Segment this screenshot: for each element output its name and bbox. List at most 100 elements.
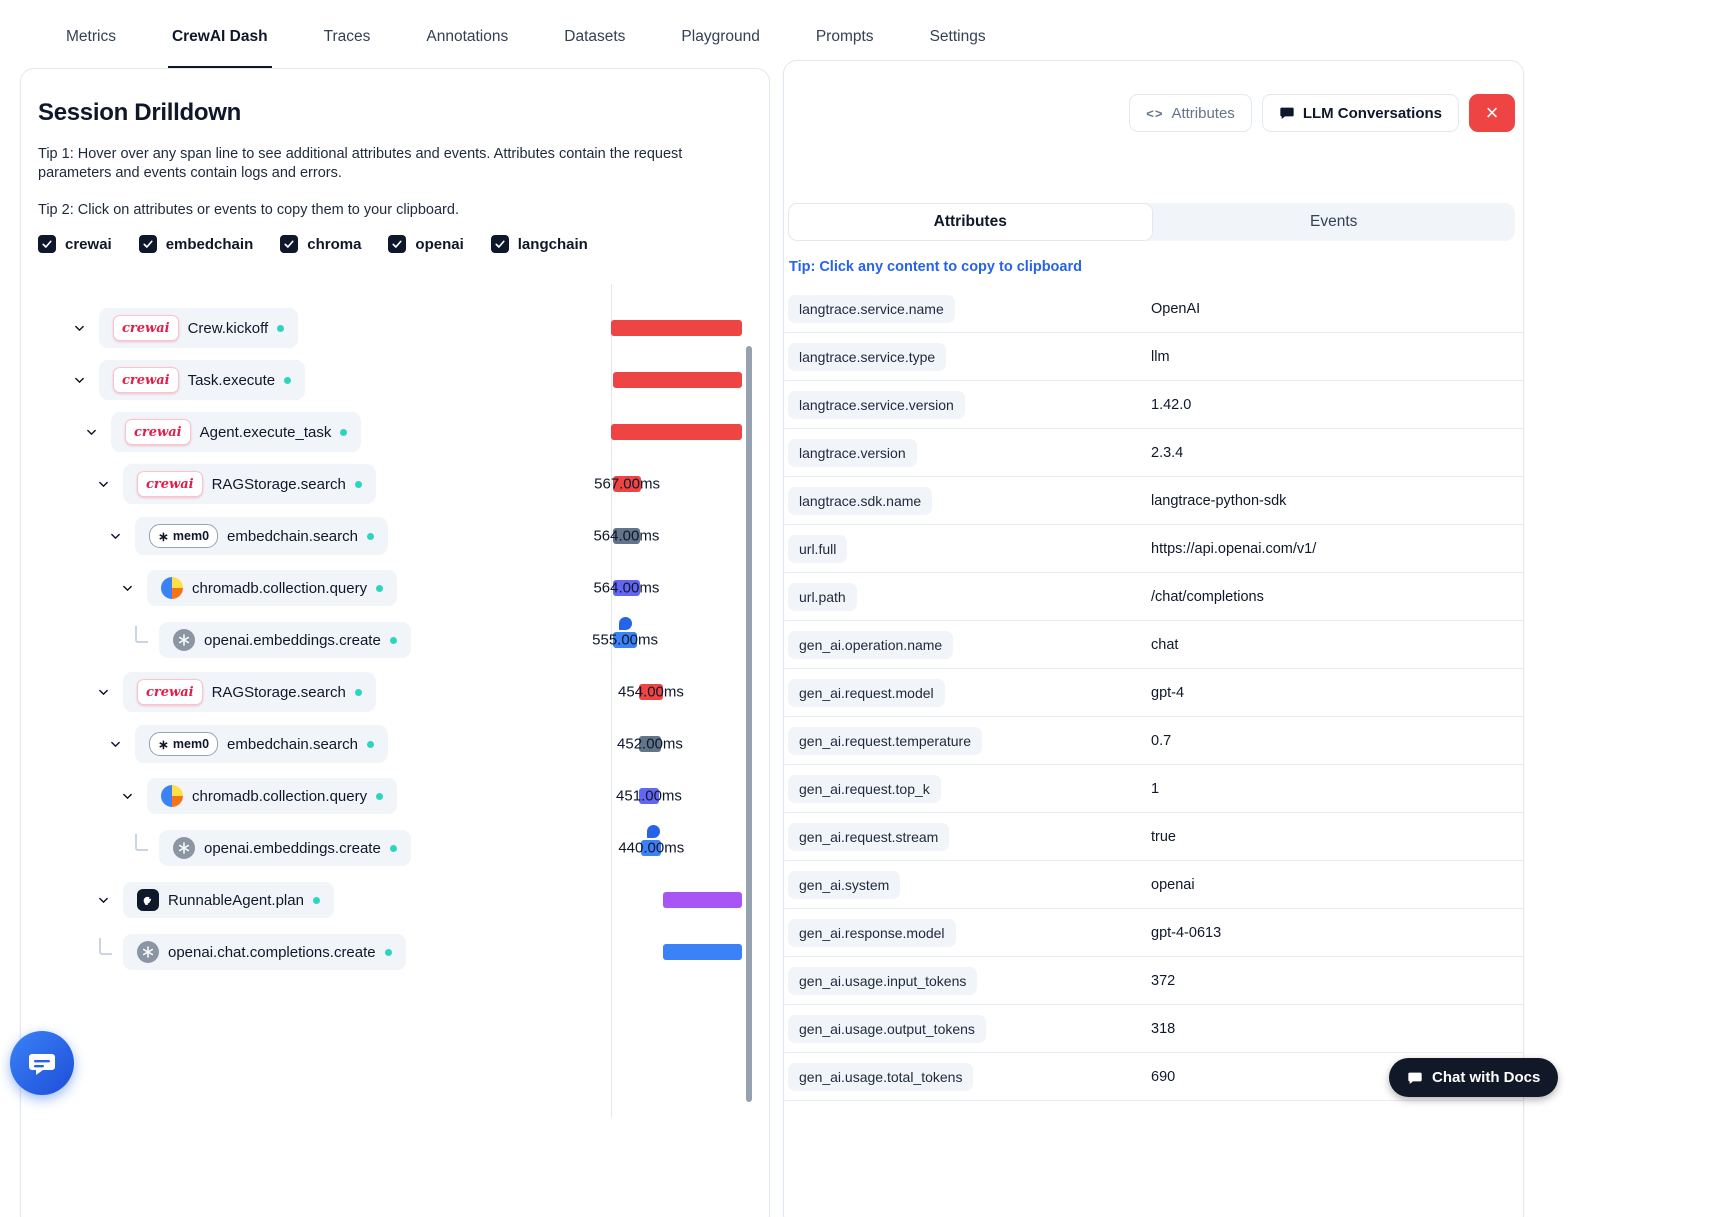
span-label-pill[interactable]: chromadb.collection.query	[147, 778, 398, 814]
attribute-value[interactable]: 1	[1151, 780, 1160, 797]
duration-bar[interactable]	[641, 840, 662, 856]
attribute-key[interactable]: langtrace.service.version	[788, 390, 965, 419]
span-label-pill[interactable]: openai.chat.completions.create	[123, 934, 406, 970]
attribute-key[interactable]: url.path	[788, 582, 857, 611]
attribute-value[interactable]: true	[1151, 828, 1176, 845]
attribute-key[interactable]: langtrace.version	[788, 438, 917, 467]
attribute-value[interactable]: openai	[1151, 876, 1195, 893]
attribute-key[interactable]: gen_ai.request.temperature	[788, 726, 982, 755]
chevron-down-icon[interactable]	[83, 424, 99, 440]
attribute-key[interactable]: gen_ai.response.model	[788, 918, 956, 947]
tab-prompts[interactable]: Prompts	[815, 28, 874, 45]
span-label-pill[interactable]: chromadb.collection.query	[147, 570, 398, 606]
duration-bar[interactable]	[612, 372, 742, 388]
attribute-value[interactable]: 372	[1151, 972, 1176, 989]
trace-tree: crewai Crew.kickoff crewai Task.execute crew…	[21, 284, 769, 1118]
tab-playground[interactable]: Playground	[681, 28, 760, 45]
duration-bar[interactable]	[612, 632, 638, 648]
chevron-down-icon[interactable]	[95, 892, 111, 908]
checkbox-chroma[interactable]	[280, 235, 299, 253]
checkbox-crewai[interactable]	[38, 235, 56, 253]
attribute-key[interactable]: gen_ai.operation.name	[788, 630, 954, 659]
duration-bar[interactable]	[612, 476, 642, 492]
span-label-pill[interactable]: ∗ mem0 embedchain.search	[135, 517, 388, 555]
chevron-down-icon[interactable]	[71, 320, 87, 336]
tab-settings[interactable]: Settings	[929, 28, 986, 45]
attribute-key[interactable]: gen_ai.system	[788, 870, 901, 899]
filter-crewai[interactable]: crewai	[38, 235, 112, 253]
attribute-value[interactable]: https://api.openai.com/v1/	[1151, 540, 1317, 557]
filter-openai[interactable]: openai	[388, 235, 464, 253]
chevron-down-icon[interactable]	[71, 372, 87, 388]
span-label-pill[interactable]: RunnableAgent.plan	[123, 882, 334, 918]
attribute-value[interactable]: 2.3.4	[1151, 444, 1184, 461]
filter-langchain[interactable]: langchain	[490, 235, 588, 253]
copy-tip[interactable]: Tip: Click any content to copy to clipbo…	[789, 259, 1082, 275]
span-label-pill[interactable]: openai.embeddings.create	[159, 622, 411, 658]
attribute-value[interactable]: /chat/completions	[1151, 588, 1264, 605]
duration-bar[interactable]	[638, 684, 664, 700]
attribute-key[interactable]: url.full	[788, 534, 848, 563]
chat-widget-button[interactable]	[10, 1031, 74, 1095]
attribute-value[interactable]: 0.7	[1151, 732, 1172, 749]
chevron-down-icon[interactable]	[107, 528, 123, 544]
attribute-key[interactable]: gen_ai.usage.input_tokens	[788, 966, 978, 995]
chevron-down-icon[interactable]	[119, 580, 135, 596]
event-chat-bubble-icon[interactable]	[618, 617, 632, 630]
filter-embedchain[interactable]: embedchain	[138, 235, 253, 253]
tab-attributes[interactable]: Attributes	[788, 203, 1153, 241]
checkbox-langchain[interactable]	[490, 235, 509, 253]
attribute-value[interactable]: llm	[1151, 348, 1170, 365]
tab-crewai-dash[interactable]: CrewAI Dash	[167, 28, 272, 68]
span-label-pill[interactable]: crewai RAGStorage.search	[123, 464, 376, 504]
checkbox-openai[interactable]	[388, 235, 407, 253]
chevron-down-icon[interactable]	[95, 684, 111, 700]
attribute-key[interactable]: langtrace.service.name	[788, 294, 955, 323]
attribute-value[interactable]: 690	[1151, 1068, 1176, 1085]
chevron-down-icon[interactable]	[107, 736, 123, 752]
attribute-key[interactable]: gen_ai.request.top_k	[788, 774, 941, 803]
span-label-pill[interactable]: crewai Task.execute	[99, 360, 306, 400]
chevron-down-icon[interactable]	[95, 476, 111, 492]
attribute-key[interactable]: gen_ai.usage.total_tokens	[788, 1062, 974, 1091]
duration-bar[interactable]	[638, 736, 662, 752]
span-label-pill[interactable]: crewai Agent.execute_task	[111, 412, 362, 452]
close-button[interactable]: ×	[1469, 94, 1515, 132]
attribute-key[interactable]: gen_ai.request.stream	[788, 822, 950, 851]
event-chat-bubble-icon[interactable]	[647, 825, 661, 838]
attribute-key[interactable]: gen_ai.usage.output_tokens	[788, 1014, 986, 1043]
duration-bar[interactable]	[663, 892, 742, 908]
checkbox-embedchain[interactable]	[138, 235, 157, 253]
attribute-value[interactable]: 1.42.0	[1151, 396, 1192, 413]
attribute-value[interactable]: gpt-4-0613	[1151, 924, 1222, 941]
attribute-key[interactable]: langtrace.service.type	[788, 342, 947, 371]
span-label-pill[interactable]: openai.embeddings.create	[159, 830, 411, 866]
duration-bar[interactable]	[612, 580, 640, 596]
tab-datasets[interactable]: Datasets	[564, 28, 626, 45]
attribute-key[interactable]: gen_ai.request.model	[788, 678, 945, 707]
span-label-pill[interactable]: crewai Crew.kickoff	[99, 308, 299, 348]
tab-events[interactable]: Events	[1310, 213, 1358, 230]
tab-metrics[interactable]: Metrics	[66, 28, 116, 45]
attribute-value[interactable]: chat	[1151, 636, 1179, 653]
chat-with-docs-button[interactable]: Chat with Docs	[1389, 1058, 1559, 1097]
attributes-button[interactable]: <> Attributes	[1129, 94, 1252, 132]
filter-chroma[interactable]: chroma	[280, 235, 361, 253]
attribute-value[interactable]: 318	[1151, 1020, 1176, 1037]
span-label-pill[interactable]: crewai RAGStorage.search	[123, 672, 376, 712]
duration-bar[interactable]	[611, 424, 742, 440]
llm-conversations-button[interactable]: LLM Conversations	[1261, 94, 1459, 132]
attribute-value[interactable]: OpenAI	[1151, 300, 1201, 317]
tab-annotations[interactable]: Annotations	[426, 28, 509, 45]
attribute-value[interactable]: gpt-4	[1151, 684, 1185, 701]
duration-bar[interactable]	[663, 944, 742, 960]
duration-bar[interactable]	[611, 320, 742, 336]
attribute-key[interactable]: langtrace.sdk.name	[788, 486, 933, 515]
duration-bar[interactable]	[612, 528, 640, 544]
span-label-pill[interactable]: ∗ mem0 embedchain.search	[135, 725, 388, 763]
duration-bar[interactable]	[638, 788, 660, 804]
chevron-down-icon[interactable]	[119, 788, 135, 804]
tab-traces[interactable]: Traces	[323, 28, 371, 45]
attribute-value[interactable]: langtrace-python-sdk	[1151, 492, 1287, 509]
scrollbar[interactable]	[746, 346, 752, 1102]
